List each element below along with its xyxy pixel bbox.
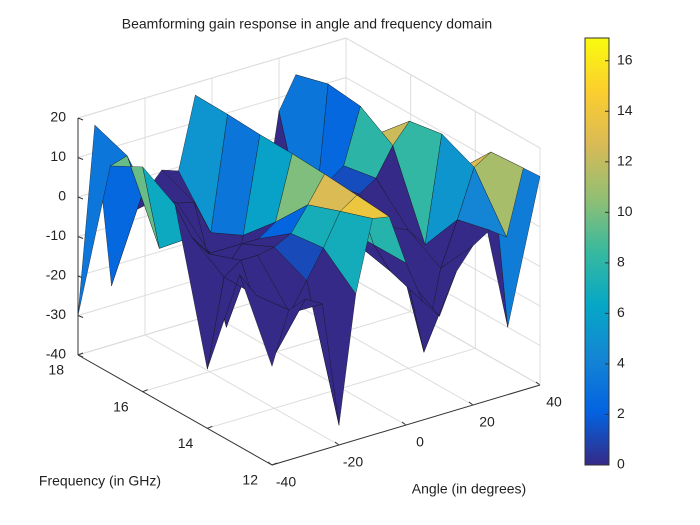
x-tick-label: 20 [479,414,495,430]
tick-mark [77,352,84,356]
y-tick-label: 12 [242,472,258,488]
tick-mark [401,421,407,426]
colorbar-fill [584,37,610,466]
colorbar-tick-label: 16 [617,51,633,67]
y-tick-label: 14 [178,435,194,451]
colorbar: 0 2 4 6 8 10 12 14 16 [584,37,633,472]
axis-line [271,384,541,466]
grid-line [278,294,474,406]
colorbar-tick-label: 14 [617,102,633,118]
tick-mark [77,315,84,318]
tick-mark [468,401,474,406]
x-tick-label: 0 [416,434,424,450]
z-tick-label: -10 [46,227,66,243]
x-tick-label: -20 [343,454,363,470]
colorbar-tick-label: 12 [617,153,633,169]
y-axis-label: Frequency (in GHz) [39,473,161,489]
tick-mark [142,389,148,393]
grid-line [211,314,407,426]
z-tick-label: -40 [46,346,66,362]
y-tick-label: 18 [48,362,64,378]
z-tick-label: 0 [58,188,66,204]
tick-mark [207,425,213,429]
tick-mark [535,381,541,386]
chart-title: Beamforming gain response in angle and f… [122,16,492,32]
surface [77,74,541,426]
colorbar-tick-label: 8 [617,254,625,270]
z-tick-label: -20 [46,267,66,283]
surface-patch [239,274,290,368]
colorbar-tick-label: 10 [617,203,633,219]
colorbar-tick-label: 0 [617,456,625,472]
z-tick-label: -30 [46,306,66,322]
x-tick-label: -40 [276,474,296,490]
colorbar-tick-label: 6 [617,304,625,320]
tick-mark [334,441,340,446]
x-tick-label: 40 [546,394,562,410]
grid-line [345,274,541,386]
tick-mark [77,157,84,160]
z-tick-label: 10 [50,148,66,164]
axis-line [77,354,273,466]
x-axis-label: Angle (in degrees) [412,481,526,497]
grid-line [345,37,541,149]
tick-mark [77,196,84,200]
grid-line [144,334,340,446]
colorbar-tick-label: 2 [617,405,625,421]
z-tick-label: 20 [50,109,66,125]
y-tick-label: 16 [113,398,129,414]
colorbar-tick-label: 4 [617,355,625,371]
tick-mark [77,236,84,239]
tick-mark [77,117,84,121]
